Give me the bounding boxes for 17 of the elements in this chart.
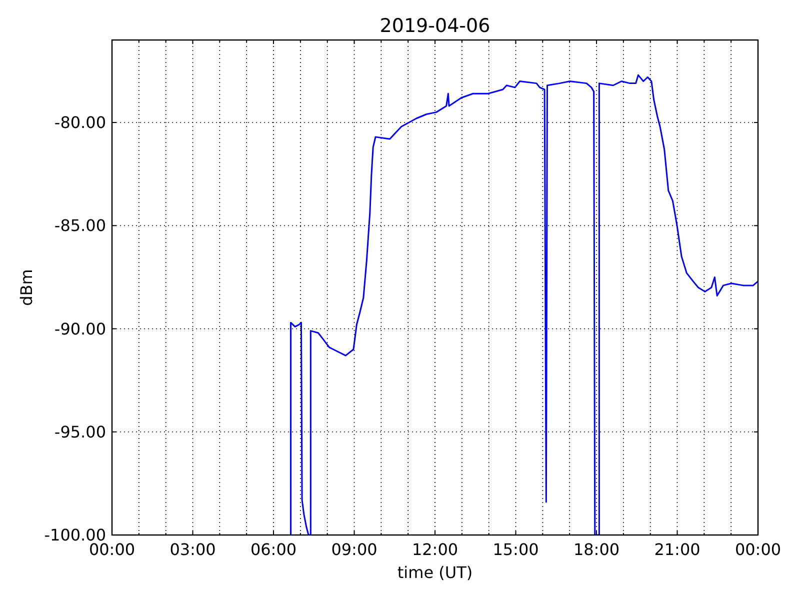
x-tick-label: 00:00 <box>88 540 136 559</box>
x-tick-label: 21:00 <box>654 540 700 559</box>
x-tick-label: 12:00 <box>412 540 458 559</box>
chart-title: 2019-04-06 <box>380 15 490 37</box>
x-tick-label: 06:00 <box>250 540 297 559</box>
x-tick-label: 15:00 <box>492 540 539 559</box>
x-tick-label: 18:00 <box>573 540 620 559</box>
y-axis-title: dBm <box>17 269 36 306</box>
y-tick-label: -85.00 <box>54 216 106 236</box>
x-axis-title: time (UT) <box>397 563 473 582</box>
x-tick-label: 09:00 <box>331 540 378 559</box>
line-series <box>290 74 758 535</box>
x-tick-label: 03:00 <box>170 540 216 559</box>
y-tick-label: -95.00 <box>54 422 106 442</box>
x-tick-label: 00:00 <box>734 540 782 559</box>
y-tick-label: -90.00 <box>54 319 106 338</box>
y-tick-label: -80.00 <box>54 113 106 132</box>
